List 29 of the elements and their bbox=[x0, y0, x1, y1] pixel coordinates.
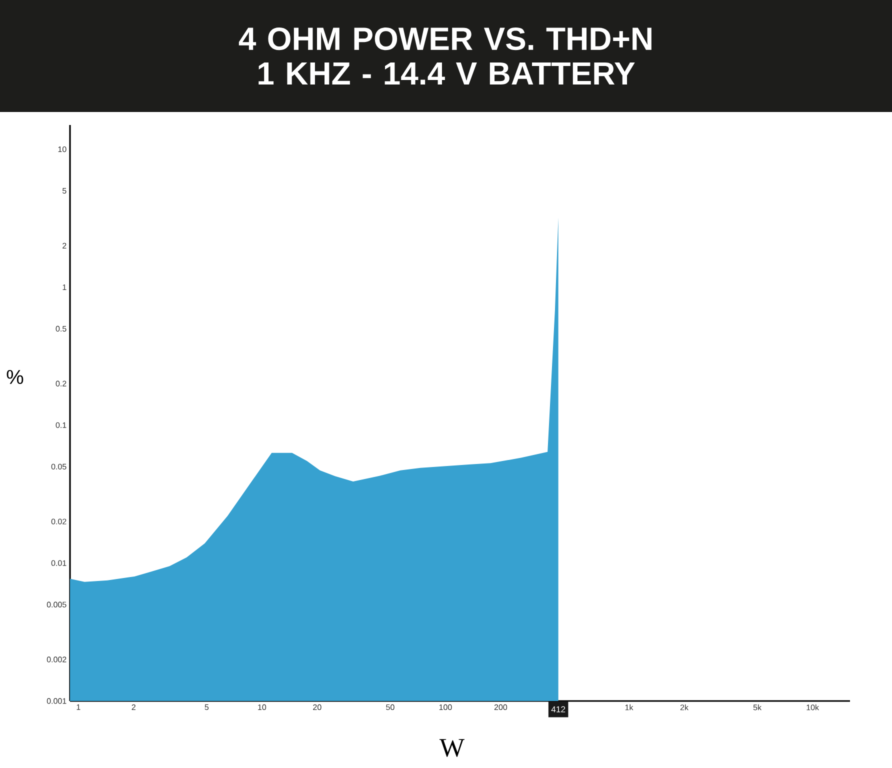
x-tick-label: 5k bbox=[753, 704, 762, 710]
x-tick-label: 2k bbox=[680, 704, 688, 710]
x-tick-label: 20 bbox=[313, 704, 322, 710]
x-tick-label: 2 bbox=[132, 704, 136, 710]
y-tick-label: 5 bbox=[62, 188, 66, 194]
x-tick-label: 1k bbox=[625, 704, 634, 710]
y-tick-label: 2 bbox=[62, 242, 66, 248]
y-tick-label: 0.05 bbox=[51, 464, 66, 470]
x-tick-label: 100 bbox=[439, 704, 452, 710]
y-tick-label: 0.001 bbox=[46, 698, 66, 704]
chart-title: 4 OHM POWER VS. THD+N 1 KHZ - 14.4 V BATTERY bbox=[238, 28, 652, 84]
x-tick-label: 10 bbox=[258, 704, 266, 710]
y-tick-label: 0.5 bbox=[56, 326, 66, 332]
text: 412 bbox=[551, 706, 566, 712]
x-tick-label: 50 bbox=[386, 704, 394, 710]
y-axis-title: % bbox=[6, 370, 24, 384]
y-tick-label: 0.005 bbox=[46, 602, 66, 608]
y-tick-label: 0.01 bbox=[51, 560, 66, 566]
y-tick-label: 0.1 bbox=[56, 422, 66, 428]
x-tick-label: 1 bbox=[76, 704, 80, 710]
x-tick-label: 200 bbox=[494, 704, 508, 710]
y-tick-label: 0.02 bbox=[51, 518, 66, 524]
y-tick-label: 10 bbox=[58, 146, 66, 152]
y-tick-label: 0.2 bbox=[56, 380, 66, 386]
y-tick-label: 0.002 bbox=[46, 656, 66, 662]
x-tick-label: 5 bbox=[204, 704, 209, 710]
y-tick-label: 1 bbox=[62, 284, 66, 290]
x-axis-title: W bbox=[439, 739, 465, 757]
x-tick-label: 10k bbox=[806, 704, 820, 710]
